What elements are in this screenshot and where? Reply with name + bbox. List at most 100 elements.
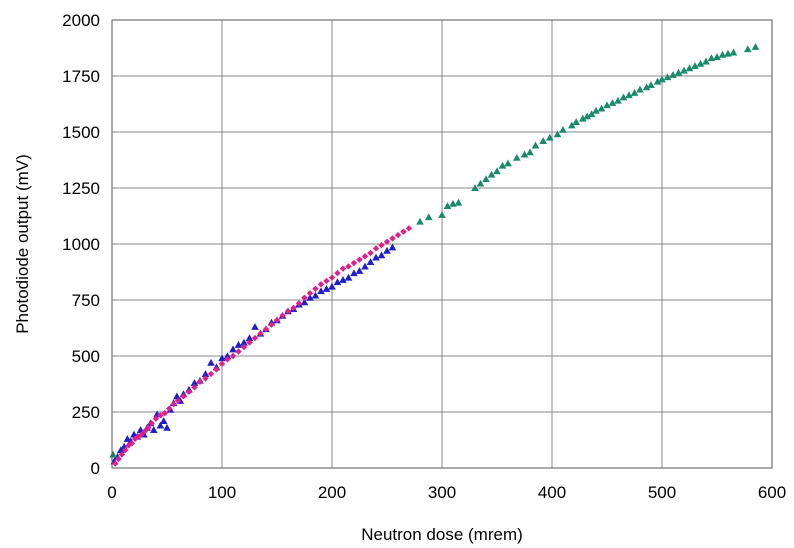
data-point: [300, 298, 309, 306]
data-point: [322, 285, 331, 292]
data-point: [471, 184, 479, 192]
data-point: [328, 282, 336, 290]
data-point: [718, 50, 727, 58]
data-point: [306, 290, 314, 297]
data-point: [207, 358, 215, 366]
y-tick-label: 1500: [62, 123, 100, 142]
data-point: [416, 217, 424, 225]
data-point: [125, 442, 132, 449]
data-point: [284, 308, 292, 315]
data-point: [224, 356, 231, 363]
data-point: [487, 170, 496, 178]
data-point: [251, 323, 259, 330]
data-point: [157, 412, 164, 419]
data-point: [145, 424, 152, 431]
data-point: [378, 241, 385, 249]
data-point: [240, 343, 248, 351]
data-point: [603, 101, 611, 109]
data-point: [372, 245, 380, 252]
data-point: [328, 274, 336, 281]
data-point: [377, 251, 386, 259]
data-point: [109, 450, 117, 458]
data-point: [148, 420, 155, 427]
data-point: [669, 71, 677, 78]
data-point: [383, 238, 391, 245]
data-point: [579, 114, 587, 122]
data-point: [572, 118, 580, 125]
x-tick-label: 0: [107, 483, 116, 502]
data-point: [526, 148, 534, 156]
data-point: [246, 339, 253, 346]
data-point: [334, 269, 341, 277]
data-point: [405, 225, 413, 232]
data-point: [539, 137, 547, 144]
data-point: [476, 179, 485, 187]
data-point: [653, 77, 662, 85]
data-point: [350, 269, 358, 277]
data-point: [400, 228, 407, 235]
data-point: [191, 384, 198, 391]
x-tick-label: 100: [208, 483, 236, 502]
data-point: [170, 400, 177, 408]
data-point: [150, 426, 158, 433]
data-point: [702, 57, 710, 65]
y-tick-label: 500: [72, 347, 100, 366]
y-tick-labels: 0 250 500 750 1000 1250 1500 1750 2000: [62, 11, 100, 478]
data-point: [658, 75, 666, 83]
data-point: [196, 378, 204, 385]
data-point: [201, 370, 210, 377]
data-point: [674, 68, 683, 76]
y-tick-label: 1250: [62, 179, 100, 198]
data-point: [323, 277, 330, 285]
data-point: [234, 341, 243, 348]
data-point: [443, 202, 452, 209]
data-point: [112, 460, 119, 467]
data-point: [312, 285, 319, 292]
data-point: [245, 334, 254, 342]
data-point: [713, 53, 721, 60]
x-tick-label: 600: [758, 483, 786, 502]
data-point: [290, 304, 297, 312]
data-point: [388, 243, 397, 251]
data-point: [166, 405, 173, 412]
data-point: [223, 352, 232, 360]
data-point: [141, 427, 149, 435]
data-point: [493, 167, 501, 175]
data-point: [235, 348, 242, 355]
data-point: [454, 198, 463, 206]
data-point: [350, 259, 358, 267]
y-tick-label: 1000: [62, 235, 100, 254]
data-point: [355, 267, 364, 274]
data-point: [257, 330, 264, 337]
y-tick-label: 250: [72, 403, 100, 422]
data-point: [504, 159, 512, 167]
data-point: [559, 125, 567, 133]
data-point: [174, 397, 182, 404]
data-points: [109, 43, 760, 467]
data-point: [344, 273, 353, 281]
data-point: [361, 262, 369, 270]
data-point: [553, 130, 562, 138]
data-point: [317, 287, 325, 295]
data-point: [482, 175, 490, 183]
data-point: [213, 366, 220, 373]
data-point: [389, 235, 396, 242]
data-point: [425, 213, 433, 221]
data-point: [751, 43, 760, 50]
data-point: [680, 66, 688, 74]
data-point: [361, 253, 369, 260]
data-point: [251, 334, 259, 342]
data-point: [531, 141, 540, 149]
x-axis-label: Neutron dose (mrem): [361, 525, 523, 544]
data-point: [729, 48, 738, 56]
data-point: [311, 291, 320, 299]
y-tick-label: 0: [91, 459, 100, 478]
data-point: [449, 199, 457, 207]
data-point: [156, 421, 165, 429]
data-point: [295, 300, 303, 307]
data-point: [608, 99, 617, 106]
data-point: [592, 106, 600, 114]
data-point: [587, 110, 596, 118]
data-point: [218, 354, 226, 362]
